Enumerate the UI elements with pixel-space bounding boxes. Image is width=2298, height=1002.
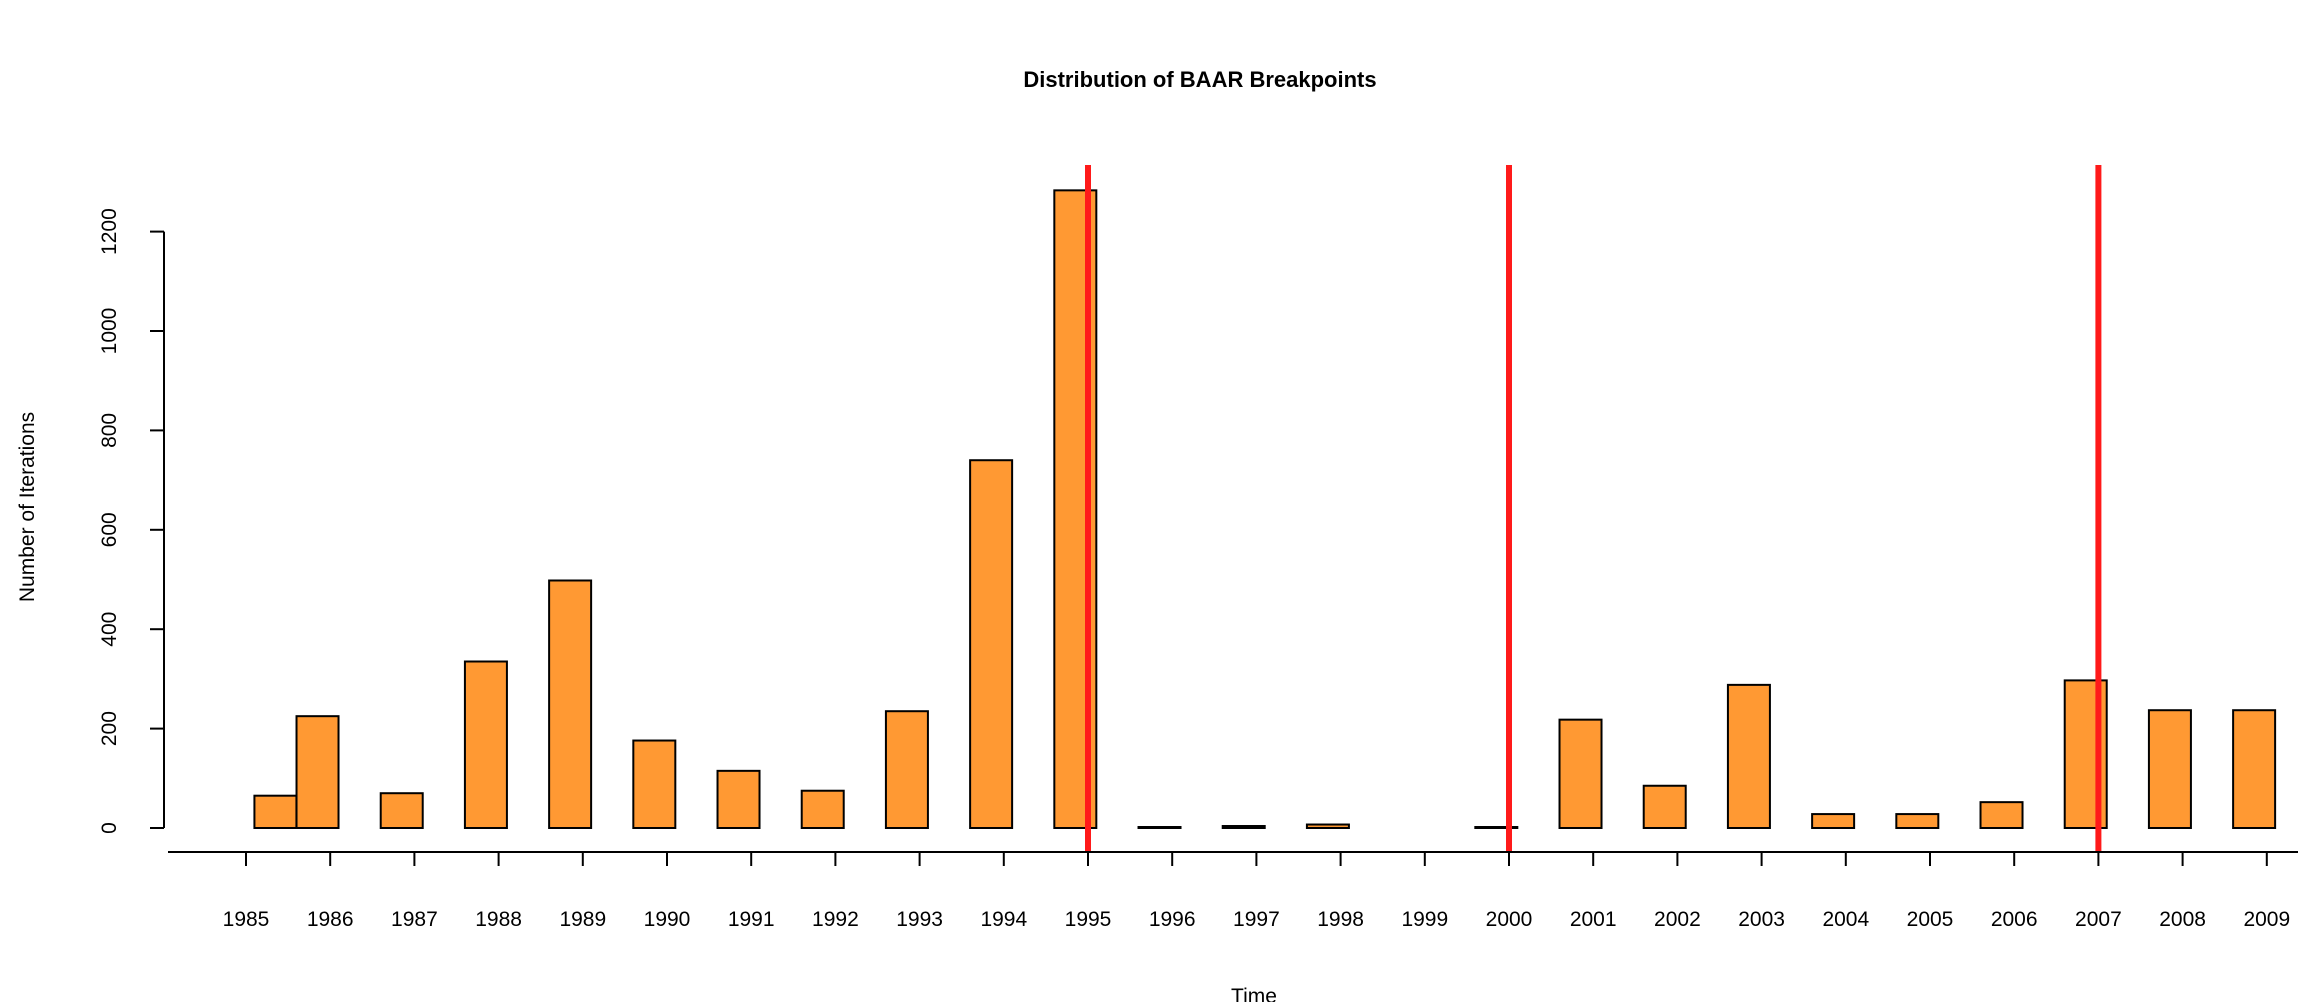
x-tick-label-1989: 1989: [559, 908, 606, 931]
bar-6: [716, 769, 761, 829]
bar-9: [969, 459, 1014, 829]
bar-21: [1979, 801, 2024, 830]
y-tick-label-800: 800: [98, 413, 121, 448]
bar-23: [2147, 709, 2192, 829]
x-tick-label-1990: 1990: [644, 908, 691, 931]
x-tick-label-1995: 1995: [1065, 908, 1112, 931]
chart-title: Distribution of BAAR Breakpoints: [1023, 67, 1376, 92]
x-tick-label-2003: 2003: [1738, 908, 1785, 931]
bar-24: [2232, 709, 2277, 829]
x-tick-label-2009: 2009: [2243, 908, 2290, 931]
x-tick-label-2006: 2006: [1991, 908, 2038, 931]
x-tick-label-2005: 2005: [1907, 908, 1954, 931]
bar-12: [1221, 825, 1266, 830]
x-tick-label-1991: 1991: [728, 908, 775, 931]
bar-8: [884, 710, 929, 830]
x-tick-label-2008: 2008: [2159, 908, 2206, 931]
bars-group: [253, 189, 2277, 830]
y-tick-label-600: 600: [98, 512, 121, 547]
x-axis: 1985 1986 1987 1988 1989 1990 1991 1992 1993 1994…: [168, 851, 2298, 931]
bar-13: [1305, 823, 1350, 829]
x-tick-label-2002: 2002: [1654, 908, 1701, 931]
bar-17: [1642, 784, 1687, 830]
y-axis-label: Number of Iterations: [16, 412, 39, 602]
x-tick-label-1985: 1985: [223, 908, 270, 931]
x-tick-label-1999: 1999: [1401, 908, 1448, 931]
y-tick-label-0: 0: [98, 822, 121, 834]
bar-16: [1558, 718, 1603, 829]
x-tick-label-1987: 1987: [391, 908, 438, 931]
x-tick-label-2007: 2007: [2075, 908, 2122, 931]
bar-1: [295, 715, 340, 829]
x-tick-label-2001: 2001: [1570, 908, 1617, 931]
y-tick-label-200: 200: [98, 711, 121, 746]
x-tick-label-1998: 1998: [1317, 908, 1364, 931]
bar-3: [463, 660, 508, 829]
x-tick-label-1994: 1994: [980, 908, 1027, 931]
bar-2: [379, 792, 424, 830]
y-tick-label-1000: 1000: [98, 308, 121, 355]
bar-0: [253, 794, 298, 830]
bar-11: [1137, 826, 1182, 829]
x-axis-label: Time: [1231, 985, 1277, 1002]
x-tick-label-2004: 2004: [1822, 908, 1869, 931]
bar-18: [1726, 683, 1771, 830]
x-tick-label-1993: 1993: [896, 908, 943, 931]
y-tick-label-400: 400: [98, 612, 121, 647]
bar-7: [800, 789, 845, 829]
x-tick-label-2000: 2000: [1486, 908, 1533, 931]
bar-5: [632, 739, 677, 830]
x-tick-label-1997: 1997: [1233, 908, 1280, 931]
x-tick-label-1996: 1996: [1149, 908, 1196, 931]
bar-15: [1474, 826, 1519, 829]
x-tick-label-1992: 1992: [812, 908, 859, 931]
bar-20: [1895, 813, 1940, 829]
x-tick-label-1986: 1986: [307, 908, 354, 931]
x-tick-label-1988: 1988: [475, 908, 522, 931]
breakpoints-group: [1085, 165, 2102, 852]
y-tick-label-1200: 1200: [98, 208, 121, 255]
y-axis: 0 200 400 600 800 1000 1200: [98, 208, 165, 834]
bar-4: [548, 579, 593, 830]
bar-19: [1811, 813, 1856, 829]
